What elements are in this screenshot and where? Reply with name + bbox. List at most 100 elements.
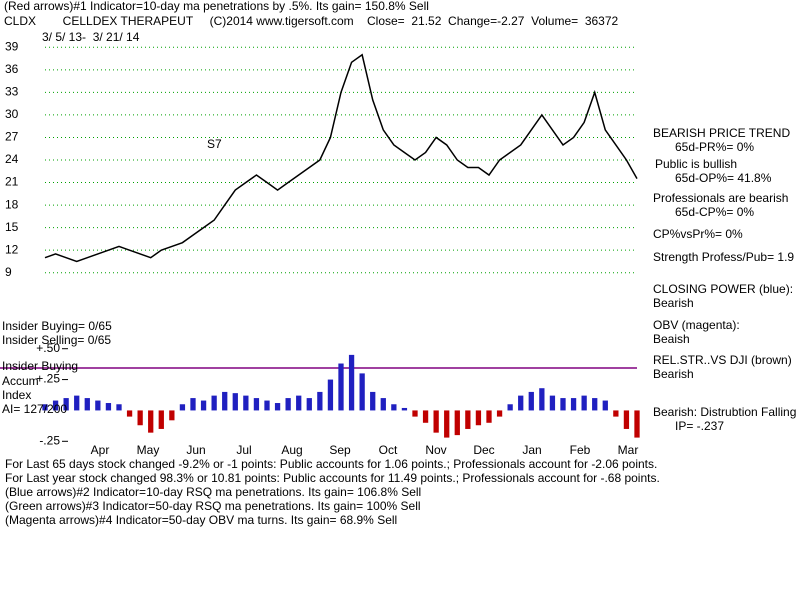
y2-tick-label: +.50 <box>36 341 60 355</box>
side-note: IP= -.237 <box>675 419 724 433</box>
x-tick-label: Mar <box>618 443 639 457</box>
side-note: 65d-PR%= 0% <box>675 140 754 154</box>
footer-note: (Magenta arrows)#4 Indicator=50-day OBV … <box>5 513 397 527</box>
accum-bar <box>465 410 471 429</box>
x-tick-label: Aug <box>281 443 302 457</box>
accum-bar <box>338 363 344 411</box>
chart-subtitle: CLDX CELLDEX THERAPEUT (C)2014 www.tiger… <box>4 14 619 28</box>
accum-bar <box>179 404 186 411</box>
side-note: CP%vsPr%= 0% <box>653 227 743 241</box>
left-note: Insider Buying <box>2 359 78 373</box>
accum-bar <box>581 395 587 411</box>
y-tick-label: 9 <box>5 265 12 279</box>
accum-bar <box>296 395 302 411</box>
accum-bar <box>222 391 228 411</box>
accum-bar <box>507 404 513 411</box>
accum-bar <box>148 410 154 433</box>
x-tick-label: Jan <box>522 443 541 457</box>
y-tick-label: 18 <box>5 197 19 211</box>
accum-bar <box>285 398 291 411</box>
side-note: 65d-OP%= 41.8% <box>675 171 772 185</box>
accum-bar <box>401 407 408 411</box>
y-tick-label: 36 <box>5 62 19 76</box>
accum-bar <box>232 393 238 411</box>
chart-title: (Red arrows)#1 Indicator=10-day ma penet… <box>4 0 429 13</box>
accum-bar <box>317 391 323 411</box>
left-note: Insider Buying= 0/65 <box>2 319 112 333</box>
x-tick-label: Apr <box>91 443 110 457</box>
accum-bar <box>306 398 312 411</box>
accum-bar <box>422 410 429 423</box>
accum-bar <box>496 410 503 417</box>
accum-bar <box>253 398 260 411</box>
x-tick-label: Nov <box>425 443 446 457</box>
footer-note: For Last 65 days stock changed -9.2% or … <box>5 457 657 471</box>
x-tick-label: Sep <box>329 443 351 457</box>
accum-bar <box>243 395 249 411</box>
accum-bar <box>190 398 196 411</box>
side-note: OBV (magenta): <box>653 318 740 332</box>
accum-bar <box>475 410 482 426</box>
x-tick-label: May <box>137 443 160 457</box>
y-tick-label: 39 <box>5 39 19 53</box>
accum-bar <box>274 403 281 411</box>
accum-bar <box>570 398 577 411</box>
accum-bar <box>95 400 101 411</box>
accum-bar <box>169 410 175 421</box>
left-note: Accum <box>2 374 39 388</box>
price-line <box>44 53 638 263</box>
x-tick-label: Jul <box>236 443 251 457</box>
accum-bar <box>433 410 439 433</box>
side-note: REL.STR..VS DJI (brown) <box>653 353 792 367</box>
left-note: Index <box>2 388 31 402</box>
y-tick-label: 15 <box>5 220 19 234</box>
x-tick-label: Dec <box>473 443 494 457</box>
accum-bar <box>327 379 334 411</box>
accum-bar <box>264 400 270 411</box>
y-tick-label: 21 <box>5 175 19 189</box>
accum-bar <box>623 410 630 429</box>
side-note: Bearish: Distrubtion Falling <box>653 405 796 419</box>
accum-bar <box>560 398 566 411</box>
accum-bar <box>348 354 355 411</box>
side-note: 65d-CP%= 0% <box>675 205 754 219</box>
accum-bar <box>126 410 133 417</box>
accum-bar <box>137 410 143 426</box>
x-tick-label: Feb <box>570 443 591 457</box>
accum-bar <box>454 410 460 436</box>
accum-bar <box>518 395 524 411</box>
accum-bar <box>539 388 545 411</box>
accum-bar <box>63 398 69 411</box>
accum-bar <box>370 391 376 411</box>
accum-bar <box>444 410 450 438</box>
side-note: CLOSING POWER (blue): <box>653 282 793 296</box>
y-tick-label: 33 <box>5 85 19 99</box>
accum-bar <box>592 398 598 411</box>
date-range: 3/ 5/ 13- 3/ 21/ 14 <box>42 30 140 44</box>
accum-bar <box>200 400 207 411</box>
accum-bar <box>158 410 164 429</box>
accum-bar <box>74 395 80 411</box>
y2-tick-label: -.25 <box>39 433 60 447</box>
accum-bar <box>602 400 608 411</box>
side-note: Bearish <box>653 367 694 381</box>
side-note: BEARISH PRICE TREND <box>653 126 790 140</box>
footer-note: (Blue arrows)#2 Indicator=10-day RSQ ma … <box>5 485 421 499</box>
side-note: Bearish <box>653 296 694 310</box>
accum-bar <box>42 404 48 411</box>
accum-bar <box>549 395 556 411</box>
x-tick-label: Oct <box>379 443 398 457</box>
side-note: Public is bullish <box>655 157 737 171</box>
side-note: Strength Profess/Pub= 1.9 <box>653 250 794 264</box>
left-note: Insider Selling= 0/65 <box>2 333 111 347</box>
accum-bar <box>52 400 59 411</box>
accum-bar <box>486 410 492 423</box>
y-tick-label: 27 <box>5 130 19 144</box>
accum-bar <box>84 398 90 411</box>
y-tick-label: 24 <box>5 152 19 166</box>
accum-bar <box>391 404 397 411</box>
y2-tick-label: +.25 <box>36 372 60 386</box>
x-tick-label: Jun <box>186 443 205 457</box>
accum-bar <box>528 391 534 411</box>
